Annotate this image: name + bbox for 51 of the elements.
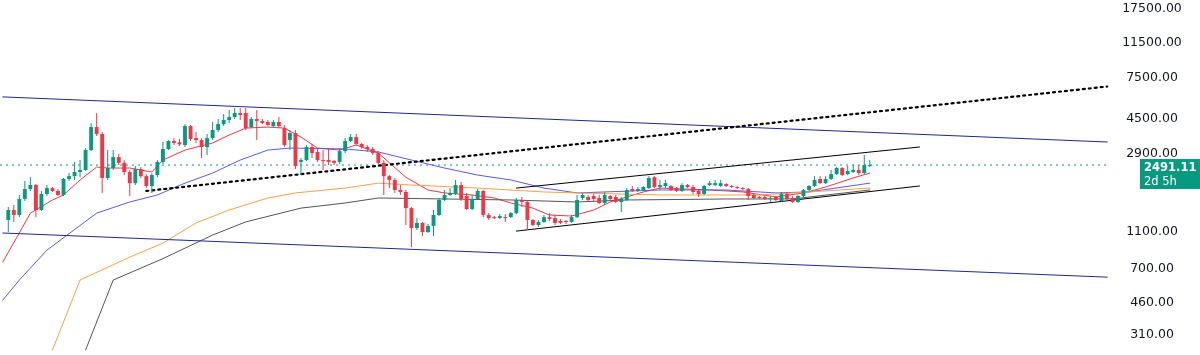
candlestick	[39, 190, 44, 212]
candlestick	[205, 133, 210, 156]
candlestick	[564, 219, 568, 225]
y-tick-label: 460.00	[1130, 293, 1174, 309]
candlestick	[17, 194, 22, 218]
candlestick	[586, 194, 591, 202]
y-tick-label: 2900.00	[1126, 145, 1178, 161]
candlestick	[310, 143, 314, 159]
candlestick	[381, 159, 386, 196]
candlestick	[83, 147, 88, 172]
candlestick	[22, 180, 27, 202]
candlestick	[216, 118, 221, 133]
candlestick	[409, 206, 414, 248]
y-tick-label: 17500.00	[1122, 0, 1182, 16]
candlestick	[133, 165, 138, 186]
candlestick	[6, 206, 11, 233]
candlestick	[172, 137, 176, 146]
candlestick	[553, 214, 557, 226]
candlestick	[94, 112, 99, 137]
candlestick	[194, 131, 198, 144]
candlestick	[321, 149, 325, 171]
candlestick	[525, 199, 530, 231]
candlestick	[199, 137, 204, 159]
candlestick	[45, 184, 49, 197]
candlestick	[448, 187, 453, 197]
candlestick	[299, 157, 303, 176]
candlestick	[67, 172, 71, 182]
candlestick	[183, 123, 187, 148]
y-tick-label: 700.00	[1130, 259, 1174, 275]
candlestick	[415, 217, 419, 231]
candlestick	[287, 129, 292, 151]
y-tick-label: 4500.00	[1126, 109, 1178, 125]
candlestick	[829, 169, 834, 181]
candlestick	[127, 169, 132, 197]
y-tick-label: 310.00	[1130, 325, 1174, 341]
text: 2d 5h	[1144, 174, 1177, 189]
candlestick	[818, 175, 823, 185]
candlestick	[762, 195, 767, 201]
candlestick	[519, 196, 524, 208]
y-tick-label: 11500.00	[1122, 34, 1182, 50]
candlestick	[89, 122, 94, 152]
candlestick	[459, 181, 464, 202]
candlestick	[403, 189, 408, 226]
y-tick-label: 1100.00	[1126, 223, 1178, 239]
ref-line-label: 2491.11	[1144, 160, 1197, 175]
candlestick	[575, 194, 580, 219]
candlestick	[657, 179, 662, 191]
candlestick	[149, 172, 154, 194]
candlestick	[210, 121, 215, 141]
candlestick	[437, 197, 441, 217]
y-tick-label: 7500.00	[1126, 68, 1178, 84]
